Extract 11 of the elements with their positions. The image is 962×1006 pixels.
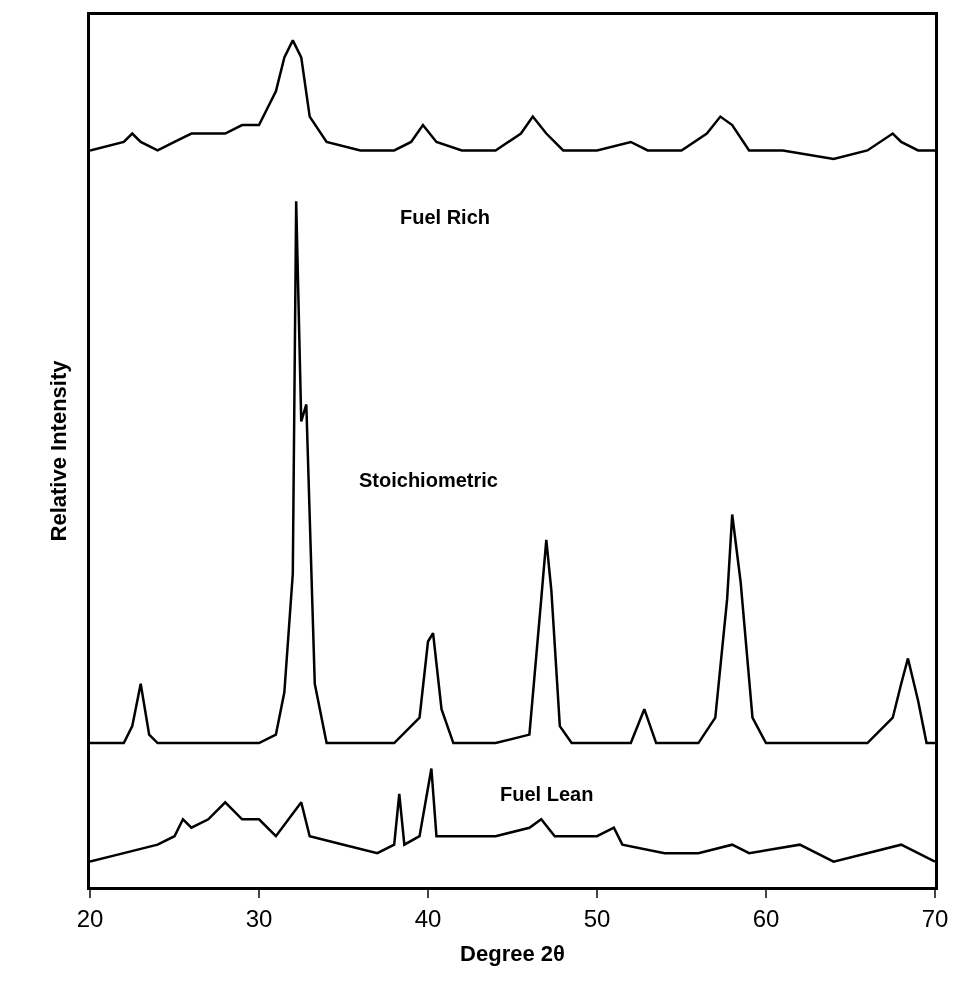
- annotation: Fuel Lean: [500, 783, 594, 805]
- x-tick-label: 60: [752, 904, 780, 932]
- x-tick-label: 20: [76, 904, 104, 932]
- x-tick-label: 70: [921, 904, 949, 932]
- x-tick-label: 30: [245, 904, 273, 932]
- x-axis-title: Degree 2θ: [460, 940, 565, 966]
- annotation: Fuel Rich: [400, 206, 491, 228]
- y-axis-title: Relative Intensity: [45, 359, 71, 542]
- annotation: Stoichiometric: [359, 469, 498, 491]
- x-tick-label: 50: [583, 904, 611, 932]
- x-tick-label: 40: [414, 904, 442, 932]
